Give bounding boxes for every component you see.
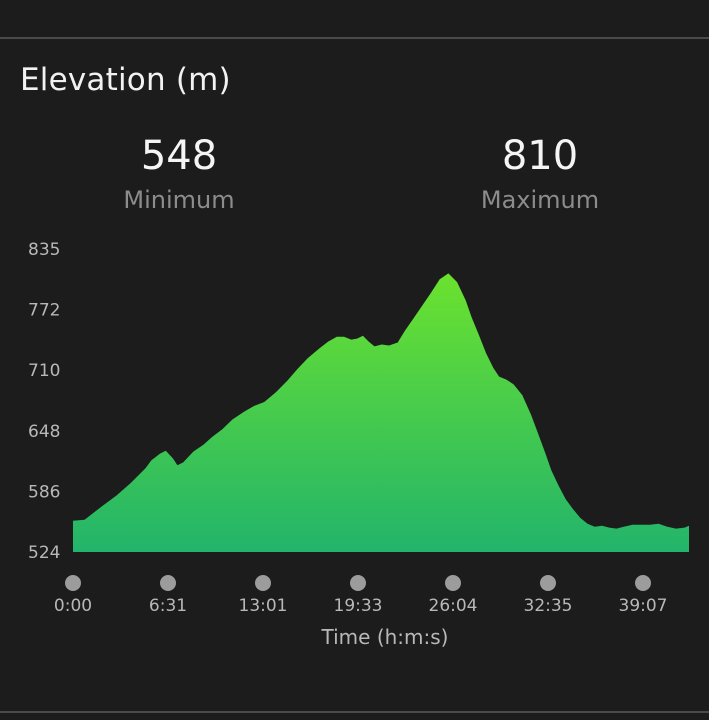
x-tick-dot[interactable] [635,575,651,591]
x-tick-dot[interactable] [540,575,556,591]
x-tick-label: 13:01 [239,596,288,616]
x-tick-label: 39:07 [619,596,668,616]
x-tick-dot[interactable] [350,575,366,591]
x-tick-dot[interactable] [160,575,176,591]
x-tick-label: 6:31 [149,596,187,616]
elevation-area [73,273,689,552]
maximum-stat: 810 Maximum [410,132,670,214]
x-axis-label: Time (h:m:s) [321,625,449,649]
x-tick-label: 19:33 [334,596,383,616]
minimum-stat: 548 Minimum [49,132,309,214]
x-tick-label: 26:04 [429,596,478,616]
maximum-value: 810 [501,133,579,179]
minimum-value: 548 [140,133,218,179]
y-tick-label: 835 [28,240,60,260]
elevation-chart[interactable]: 524 586 648 710 772 835 0:00 6:31 13:01 19:33 26:… [0,230,709,660]
minimum-label: Minimum [123,186,235,214]
x-tick-label: 32:35 [524,596,573,616]
top-divider [0,37,709,39]
x-tick-dot[interactable] [65,575,81,591]
chart-title: Elevation (m) [20,62,231,98]
y-tick-label: 524 [28,543,60,563]
y-tick-label: 648 [28,422,60,442]
y-tick-label: 710 [28,361,60,381]
maximum-label: Maximum [480,186,600,214]
x-tick-dot[interactable] [445,575,461,591]
y-tick-label: 772 [28,301,60,321]
bottom-divider [0,711,709,713]
y-tick-label: 586 [28,482,60,502]
x-tick-label: 0:00 [54,596,92,616]
x-tick-dot[interactable] [255,575,271,591]
